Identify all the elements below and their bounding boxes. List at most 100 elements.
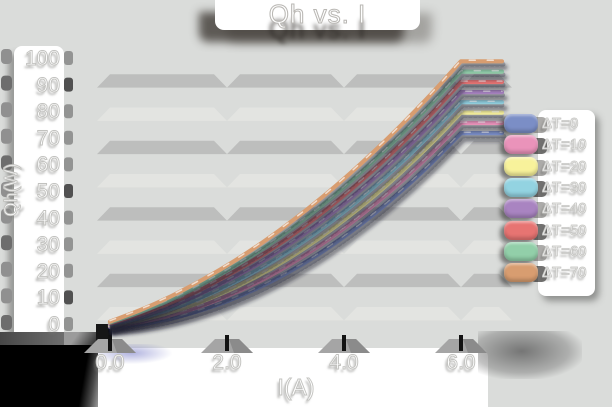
x-tick-label: 2.0 xyxy=(212,351,242,375)
gridline-band-dark xyxy=(461,140,512,155)
y-tick-mark-shadow xyxy=(64,184,73,198)
y-tick-mark xyxy=(1,208,12,224)
gridline-band-dark xyxy=(227,74,344,88)
y-tick-mark xyxy=(1,261,12,277)
x-tick-mark xyxy=(108,335,112,351)
y-tick-label: 20 xyxy=(36,259,60,283)
legend-item-label: ΔT=40 xyxy=(542,200,587,218)
x-tick-mound-shade xyxy=(112,339,136,353)
y-tick-mark xyxy=(1,102,12,118)
legend-item-label: ΔT=0 xyxy=(542,115,579,133)
legend-item-label: ΔT=20 xyxy=(542,157,587,175)
gridline-band-light xyxy=(97,174,227,188)
y-tick-mark-shadow xyxy=(64,263,73,278)
y-tick-mark-shadow xyxy=(64,51,73,65)
curve-shadow-7 xyxy=(110,64,508,331)
curve-shadow-2 xyxy=(110,115,508,335)
y-tick-mark-shadow xyxy=(64,317,73,331)
legend-swatch xyxy=(504,241,538,261)
y-tick-label: 10 xyxy=(36,286,60,310)
gridline-band-light xyxy=(227,107,344,121)
legend-item-label: ΔT=60 xyxy=(542,242,587,260)
chart-title: Qh vs. I xyxy=(268,0,367,30)
gridline-band-light xyxy=(227,307,344,321)
legend-panel xyxy=(538,110,595,296)
curve-ΔT=70 xyxy=(107,59,505,324)
curve-shadow-6 xyxy=(110,74,508,332)
origin-shadow-upper xyxy=(0,332,64,346)
x-tick-label: 4.0 xyxy=(329,351,359,375)
curve-shadow-1 xyxy=(110,126,508,335)
legend-swatch xyxy=(504,156,538,176)
y-tick-label: 40 xyxy=(36,206,60,230)
gridline-band-light xyxy=(227,174,344,188)
x-tick-mark xyxy=(459,335,463,351)
gridline-band-light xyxy=(97,107,227,121)
y-tick-mark-shadow xyxy=(64,290,73,305)
y-tick-mark-shadow xyxy=(64,157,73,172)
y-tick-mark xyxy=(1,288,12,304)
legend-swatch xyxy=(504,199,538,219)
y-tick-mark xyxy=(1,182,12,197)
y-tick-mark-shadow xyxy=(64,104,73,119)
legend-item-label: ΔT=70 xyxy=(542,264,587,282)
legend-swatch xyxy=(504,263,538,283)
legend-item-label: ΔT=10 xyxy=(542,136,587,154)
y-tick-label: 30 xyxy=(36,233,60,257)
y-tick-mark xyxy=(1,49,12,64)
y-tick-mark xyxy=(1,75,12,91)
y-axis-label-panel xyxy=(14,46,64,342)
legend-swatch xyxy=(504,135,538,155)
x-tick-label: 6.0 xyxy=(446,351,476,375)
y-tick-label: 0 xyxy=(48,313,61,337)
gridline-band-light xyxy=(461,307,512,321)
x-tick-mound-shade xyxy=(463,339,487,353)
gridline-band-dark xyxy=(461,207,512,221)
gridline-band-light xyxy=(461,174,512,188)
curve-gloss-7 xyxy=(109,59,503,322)
x-axis-title: I(A) xyxy=(277,374,315,401)
y-tick-label: 80 xyxy=(36,100,60,124)
corner-shadow-bottom-right xyxy=(478,331,582,379)
gridline-band-dark xyxy=(97,140,227,155)
x-tick-label: 0.0 xyxy=(95,351,125,375)
legend-swatch xyxy=(504,114,538,133)
origin-shadow-block xyxy=(0,345,98,407)
y-tick-mark xyxy=(1,128,12,144)
y-tick-mark-shadow xyxy=(64,130,73,145)
y-tick-label: 100 xyxy=(24,47,61,71)
y-tick-mark xyxy=(1,315,12,330)
curve-shadow-4 xyxy=(110,95,508,333)
x-tick-mound-shade xyxy=(346,339,370,353)
y-tick-label: 60 xyxy=(36,153,60,177)
y-tick-mark xyxy=(1,235,12,251)
y-tick-label: 90 xyxy=(36,73,60,97)
gridline-band-dark xyxy=(97,74,227,88)
y-tick-mark-shadow xyxy=(64,77,73,92)
curve-shadow-0 xyxy=(110,136,508,336)
gridline-band-dark xyxy=(344,74,461,88)
y-tick-label: 50 xyxy=(36,180,60,204)
legend-swatch xyxy=(504,177,538,197)
gridline-band-dark xyxy=(461,273,512,288)
gridline-band-dark xyxy=(227,140,344,155)
gridline-band-dark xyxy=(97,207,227,221)
legend-item-label: ΔT=30 xyxy=(542,178,587,196)
y-tick-mark-shadow xyxy=(64,237,73,252)
x-tick-mound-shade xyxy=(229,339,253,353)
curve-shadow-streaks-7 xyxy=(109,62,507,327)
gridline-band-light xyxy=(461,240,512,254)
gridline-band-light xyxy=(97,240,227,254)
x-tick-mark xyxy=(225,335,229,351)
y-tick-mark-shadow xyxy=(64,210,73,225)
title-panel xyxy=(215,0,420,30)
gridline-band-light xyxy=(344,307,461,321)
y-tick-mark xyxy=(1,155,12,171)
legend-swatch xyxy=(504,220,538,240)
y-tick-label: 70 xyxy=(36,126,60,150)
gridline-band-light xyxy=(344,240,461,254)
legend-item-label: ΔT=50 xyxy=(542,221,587,239)
x-tick-mark xyxy=(342,335,346,351)
